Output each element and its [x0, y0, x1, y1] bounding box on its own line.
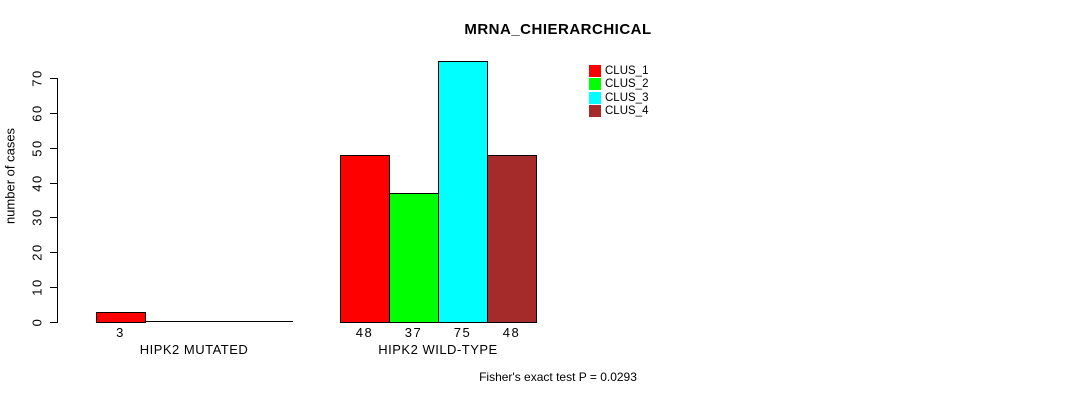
- bar-group1-clus_4: [487, 155, 537, 323]
- x-group-label-0: HIPK2 MUTATED: [139, 342, 249, 357]
- y-axis-tick: [50, 78, 57, 79]
- y-axis-tick-label: 50: [29, 138, 45, 157]
- legend-item-clus_2: CLUS_2: [589, 78, 648, 92]
- y-axis-tick: [50, 252, 57, 254]
- zero-bar-line-group0-clus_2: [145, 321, 195, 322]
- y-axis-tick-label: 0: [29, 317, 45, 327]
- legend-item-clus_4: CLUS_4: [589, 105, 648, 119]
- bar-value-label-group1-clus_4: 48: [502, 325, 521, 340]
- y-axis-tick: [50, 217, 57, 219]
- zero-bar-line-group0-clus_3: [194, 321, 244, 322]
- y-axis-tick: [50, 287, 57, 289]
- zero-bar-line-group0-clus_4: [243, 321, 293, 322]
- footnote-text: Fisher's exact test P = 0.0293: [479, 370, 637, 384]
- bar-group1-clus_3: [438, 61, 488, 323]
- y-axis-tick-label: 30: [29, 208, 45, 227]
- legend-swatch-clus_1: [589, 64, 601, 77]
- bar-value-label-group1-clus_1: 48: [355, 325, 374, 340]
- bar-value-label-group1-clus_2: 37: [404, 325, 423, 340]
- legend-swatch-clus_3: [589, 91, 601, 104]
- bar-value-label-group1-clus_3: 75: [453, 325, 472, 340]
- bar-group0-clus_1: [96, 312, 146, 323]
- chart-title: MRNA_CHIERARCHICAL: [464, 21, 652, 38]
- bar-group1-clus_1: [340, 155, 390, 323]
- legend-item-clus_1: CLUS_1: [589, 64, 648, 78]
- x-group-label-1: HIPK2 WILD-TYPE: [378, 342, 498, 357]
- y-axis-tick-label: 10: [29, 278, 45, 296]
- legend-label-clus_3: CLUS_3: [605, 91, 649, 104]
- y-axis-label: number of cases: [2, 127, 18, 225]
- y-axis-tick-label: 20: [29, 243, 45, 262]
- y-axis-tick-label: 70: [29, 69, 45, 87]
- y-axis-tick: [50, 182, 57, 184]
- y-axis-tick-label: 60: [29, 104, 45, 122]
- y-axis-tick: [50, 112, 57, 114]
- y-axis-tick-label: 40: [29, 173, 45, 192]
- legend-label-clus_1: CLUS_1: [605, 64, 649, 77]
- legend-item-clus_3: CLUS_3: [589, 91, 648, 105]
- y-axis-line: [57, 78, 58, 323]
- y-axis-tick: [50, 322, 57, 323]
- legend-label-clus_4: CLUS_4: [605, 105, 649, 118]
- bar-group1-clus_2: [389, 193, 439, 323]
- legend-swatch-clus_4: [589, 105, 601, 118]
- bar-value-label-group0-clus_1: 3: [116, 325, 125, 340]
- legend-swatch-clus_2: [589, 78, 601, 91]
- legend-label-clus_2: CLUS_2: [605, 78, 649, 91]
- y-axis-tick: [50, 147, 57, 149]
- legend: CLUS_1 CLUS_2 CLUS_3 CLUS_4: [589, 64, 648, 118]
